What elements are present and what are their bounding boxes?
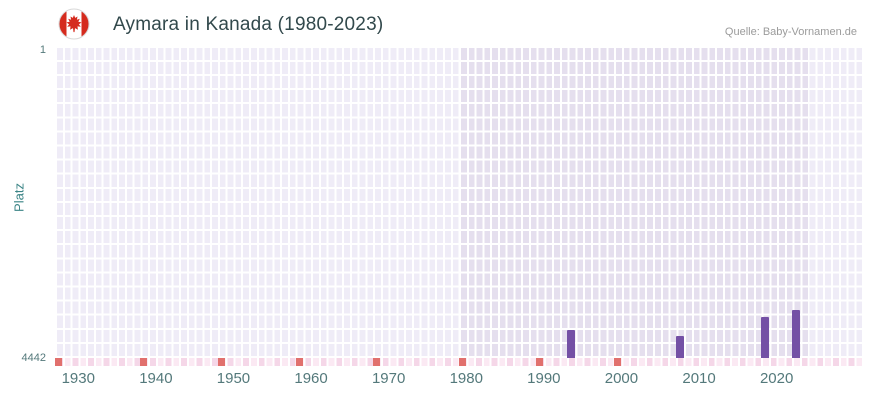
x-tick-label: 1980 xyxy=(449,370,483,387)
x-tick-label: 1970 xyxy=(371,370,406,387)
y-axis-title: Platz xyxy=(11,183,27,212)
x-tick-label: 1990 xyxy=(527,370,561,387)
strip-marker-1989 xyxy=(536,358,544,366)
strip-marker-1927 xyxy=(55,358,62,366)
x-tick-label: 1950 xyxy=(216,370,251,387)
source-credit: Quelle: Baby-Vornamen.de xyxy=(724,26,857,38)
x-tick-label: 1960 xyxy=(294,370,328,387)
bar-1993[interactable] xyxy=(567,329,575,358)
bar-2018[interactable] xyxy=(761,316,769,358)
bar-2022[interactable] xyxy=(792,309,801,358)
y-axis-top-tick: 1 xyxy=(39,44,46,56)
x-tick-label: 2010 xyxy=(682,370,716,387)
strip-marker-1968 xyxy=(373,358,381,366)
x-tick-label: 1930 xyxy=(61,370,95,387)
chart-title: Aymara in Kanada (1980-2023) xyxy=(113,14,384,35)
y-axis-bottom-tick: 4442 xyxy=(21,352,46,364)
x-axis-ticks: 1930 1940 1950 1960 1970 1980 1990 2000 2010 2020 xyxy=(55,368,862,394)
strip-marker-1948 xyxy=(217,358,225,366)
canada-flag-icon xyxy=(58,8,90,40)
chart-header: Aymara in Kanada (1980-2023) Quelle: Bab… xyxy=(0,0,873,48)
data-region-highlight xyxy=(458,48,808,358)
strip-marker-1999 xyxy=(613,358,621,366)
bar-2007[interactable] xyxy=(675,335,684,358)
strip-marker-1958 xyxy=(295,358,303,366)
strip-marker-1938 xyxy=(140,358,148,366)
x-tick-label: 1940 xyxy=(139,370,173,387)
plot-area xyxy=(55,48,862,358)
strip-marker-1979 xyxy=(458,358,466,366)
x-tick-label: 2020 xyxy=(759,370,794,387)
x-tick-label: 2000 xyxy=(604,370,639,387)
unranked-strip xyxy=(55,358,862,366)
